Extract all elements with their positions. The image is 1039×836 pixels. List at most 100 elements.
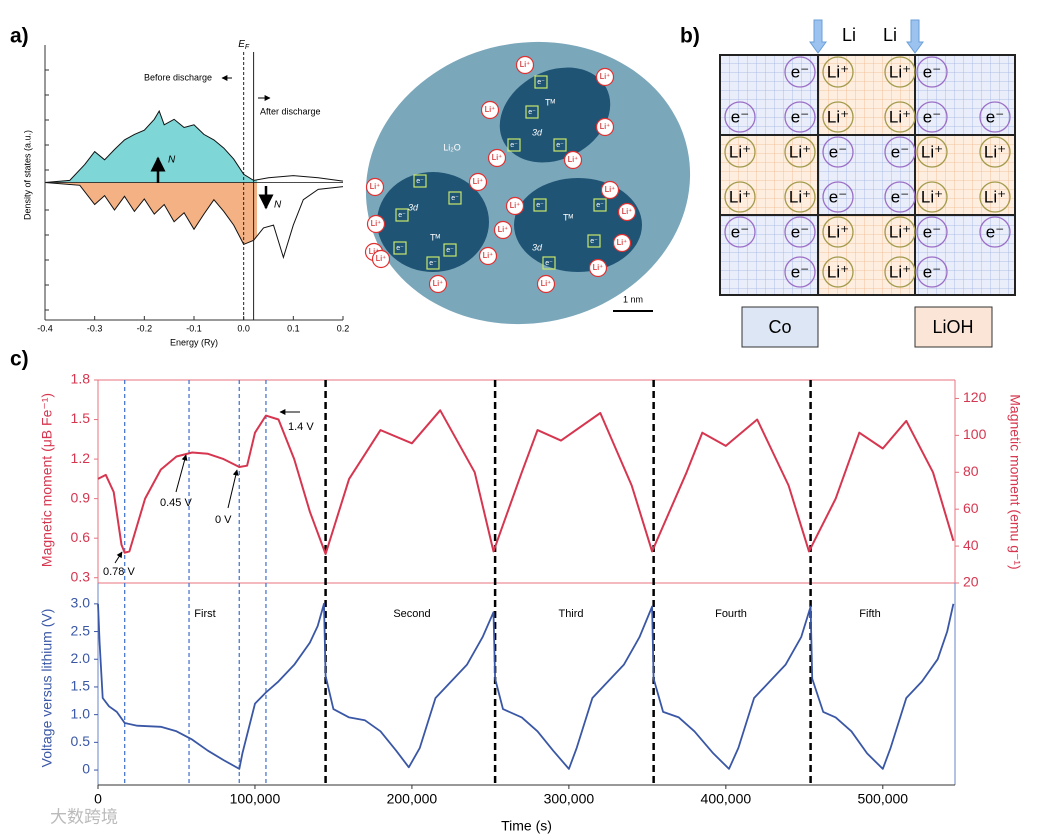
dos-area [45, 182, 257, 245]
li-ion [536, 274, 556, 294]
voltage-note: 1.4 V [288, 421, 314, 433]
li-ion-label: Li⁺ [729, 187, 751, 206]
li-ion-label: Li⁺ [492, 153, 502, 162]
dos-chart: -0.4 -0.3 -0.2 -0.1 0.0 0.1 0.2 Energy (Ry) Dens… [22, 39, 349, 348]
li-ion-label: Li⁺ [729, 142, 751, 161]
li-ion [505, 196, 525, 216]
electron-label: e⁻ [596, 202, 604, 209]
x-tick-label: -0.3 [87, 323, 103, 333]
y-tick-label: 0.5 [71, 733, 91, 749]
electron-label: e⁻ [731, 107, 749, 126]
electron-label: e⁻ [791, 222, 809, 241]
electron-label: e⁻ [510, 142, 518, 149]
y2-tick-label: 120 [963, 389, 987, 405]
li-ion-label: Li⁺ [498, 225, 508, 234]
electron-label: e⁻ [923, 107, 941, 126]
y-tick-label: 0.9 [71, 489, 91, 505]
li-ion [617, 202, 637, 222]
li-ion [595, 67, 615, 87]
li-ion-label: Li⁺ [889, 62, 911, 81]
lioh-box [914, 306, 993, 348]
voltage-note: 0.45 V [160, 497, 192, 509]
li-ion [515, 55, 535, 75]
li-ion-label: Li⁺ [789, 187, 811, 206]
annotation: Before discharge [144, 72, 212, 82]
electron [448, 191, 462, 205]
li-ion-label: Li⁺ [889, 262, 911, 281]
li-ion [916, 181, 948, 213]
li-ion-label: Li⁺ [510, 201, 520, 210]
lioh-label: LiOH [932, 317, 973, 337]
y2-tick-label: 60 [963, 500, 979, 516]
y-tick-label: 2.0 [71, 650, 91, 666]
cycle-name: Fourth [715, 608, 747, 620]
electron [724, 101, 756, 133]
electron [542, 256, 556, 270]
metal-label: Tᴹ [545, 97, 555, 107]
fermi-label: EF [238, 39, 250, 51]
electron [916, 216, 948, 248]
watermark: 大数跨境 [50, 807, 118, 826]
li-ion-label: Li⁺ [889, 222, 911, 241]
li-ion [487, 148, 507, 168]
li-ion [366, 214, 386, 234]
electron-label: e⁻ [398, 212, 406, 219]
y2-tick-label: 20 [963, 574, 979, 590]
note-arrow [175, 454, 188, 493]
y2-tick-label: 100 [963, 426, 987, 442]
li-ion [916, 136, 948, 168]
metal-label: Tᴹ [430, 232, 440, 242]
matrix-label: Li₂O [443, 142, 461, 152]
electron [553, 138, 567, 152]
y-axis-label: Density of states (a.u.) [22, 130, 32, 220]
electron-label: e⁻ [829, 142, 847, 161]
li-ion-label: Li⁺ [520, 60, 530, 69]
y-tick-label: 1.2 [71, 450, 91, 466]
y2-tick-label: 40 [963, 537, 979, 553]
li-ion-label: Li⁺ [369, 247, 379, 256]
li-ion-label: Li⁺ [984, 187, 1006, 206]
li-ion-label: Li⁺ [921, 142, 943, 161]
li-ion-label: Li⁺ [605, 185, 615, 194]
li-arrow [906, 19, 924, 54]
li-ion [884, 216, 916, 248]
electron-label: e⁻ [791, 107, 809, 126]
y-tick-label: 0 [82, 761, 90, 777]
x-tick-label: 300,000 [544, 791, 595, 807]
li-ion [884, 256, 916, 288]
li-arrow-label: Li [842, 25, 856, 45]
electron-label: e⁻ [528, 109, 536, 116]
li-ion-label: Li⁺ [433, 279, 443, 288]
electron [413, 174, 427, 188]
panel-label: c) [10, 348, 29, 371]
li-ion [480, 100, 500, 120]
metal-particle [499, 67, 611, 163]
electron [916, 101, 948, 133]
y-tick-label: 0.3 [71, 568, 91, 584]
electron [724, 216, 756, 248]
x-tick-label: -0.1 [186, 323, 202, 333]
annotation: After discharge [260, 106, 321, 116]
electron [443, 243, 457, 257]
li-ion [784, 181, 816, 213]
li-ion [595, 117, 615, 137]
y-tick-label: 1.5 [71, 410, 91, 426]
electron-label: e⁻ [451, 195, 459, 202]
li-ion [493, 220, 513, 240]
li-ion-label: Li⁺ [617, 238, 627, 247]
li-ion-label: Li⁺ [984, 142, 1006, 161]
electron [533, 198, 547, 212]
electron-label: e⁻ [891, 187, 909, 206]
electron [525, 105, 539, 119]
li-ion-label: Li⁺ [370, 182, 380, 191]
scale-bar-label: 1 nm [623, 294, 643, 304]
y-tick-label: 1.5 [71, 678, 91, 694]
li-ion-label: Li⁺ [600, 122, 610, 131]
li-ion-label: Li⁺ [593, 263, 603, 272]
electron-label: e⁻ [923, 62, 941, 81]
li-ion [468, 172, 488, 192]
electron [784, 101, 816, 133]
y-axis-label: Magnetic moment (μB Fe⁻¹) [39, 393, 55, 567]
li-ion [979, 181, 1011, 213]
